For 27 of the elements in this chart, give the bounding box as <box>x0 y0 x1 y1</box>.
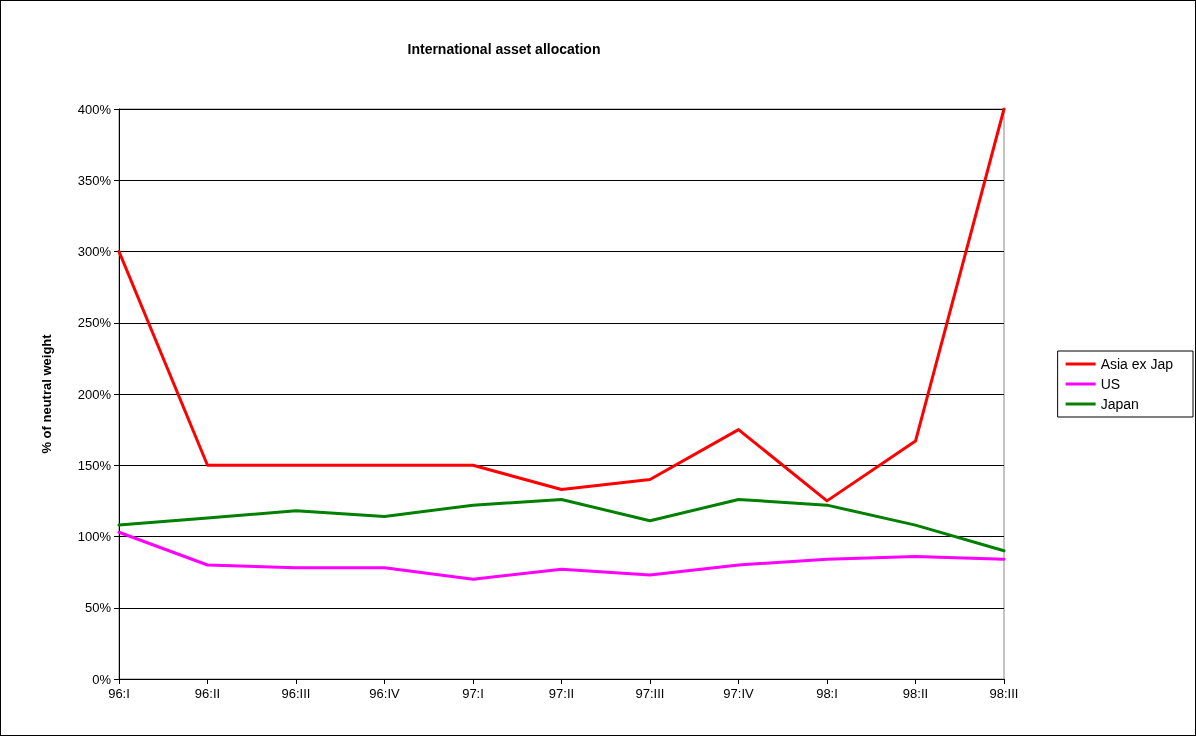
x-tick-label: 97:IV <box>723 686 754 701</box>
x-tick-label: 96:I <box>108 686 130 701</box>
x-tick-label: 98:II <box>902 686 929 701</box>
x-tick-label: 97:III <box>635 686 665 701</box>
legend-label: US <box>1100 376 1121 392</box>
y-tick-label: 250% <box>77 315 112 331</box>
x-tick-label: 97:I <box>462 686 484 701</box>
x-tick-label: 96:IV <box>369 686 400 701</box>
y-tick-label: 150% <box>77 457 112 473</box>
y-tick-label: 100% <box>77 529 112 544</box>
x-tick-label: 98:III <box>989 686 1019 701</box>
y-tick-label: 300% <box>77 244 112 259</box>
x-tick-label: 96:II <box>194 686 221 701</box>
legend-label: Asia ex Jap <box>1100 356 1174 372</box>
line-series <box>117 530 1006 581</box>
y-tick-label: 200% <box>77 386 112 402</box>
y-tick-label: 0% <box>92 671 112 687</box>
x-tick-label: 96:III <box>281 686 311 701</box>
y-axis-title: % of neutral weight <box>39 333 54 454</box>
y-tick-label: 50% <box>84 600 112 616</box>
x-tick-label: 97:II <box>548 686 575 701</box>
y-tick-label: 400% <box>77 101 112 117</box>
chart-title: International asset allocation <box>407 41 601 57</box>
legend-label: Japan <box>1100 396 1139 412</box>
x-tick-label: 98:I <box>816 686 838 701</box>
y-tick-label: 350% <box>77 172 112 188</box>
line-series <box>117 497 1006 553</box>
